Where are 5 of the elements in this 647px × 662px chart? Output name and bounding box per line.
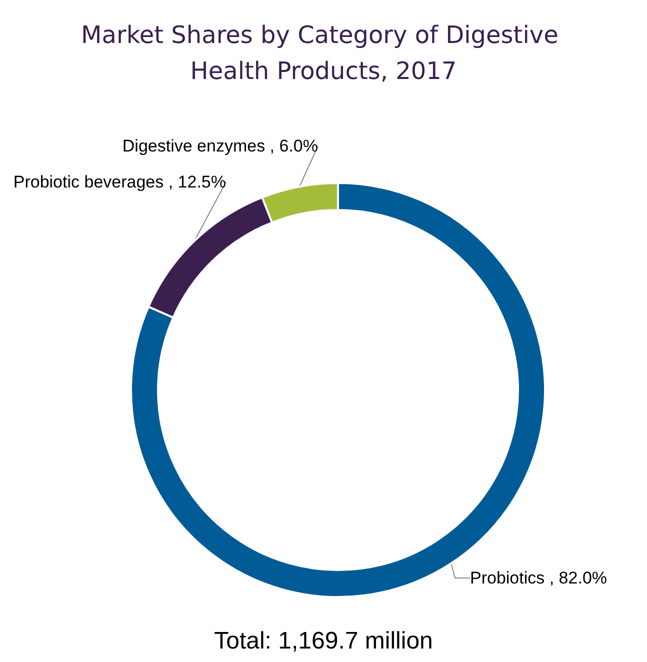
- slice-label: Probiotic beverages , 12.5%: [13, 172, 226, 192]
- text: Total: 1,169.7 million: [214, 628, 433, 654]
- slice-label: Probiotics , 82.0%: [470, 568, 608, 588]
- chart-title: Market Shares by Category of Digestive Health Products, 2017: [81, 21, 566, 85]
- slice-label: Digestive enzymes , 6.0%: [122, 136, 318, 156]
